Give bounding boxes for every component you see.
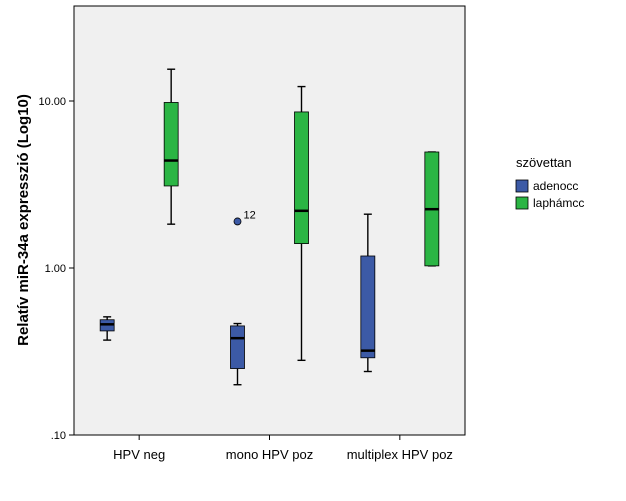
box-iqr — [360, 255, 376, 359]
x-tick-label: HPV neg — [113, 447, 165, 462]
box-adenocc-HPV neg — [99, 316, 115, 341]
x-axis: HPV neg mono HPV poz multiplex HPV poz — [113, 435, 453, 462]
y-axis: .10 1.00 10.00 — [38, 96, 74, 442]
plot-area — [73, 5, 466, 436]
legend-swatch-laphámcc — [515, 196, 529, 210]
outlier-point — [233, 217, 242, 226]
boxes: 12 — [99, 68, 440, 386]
box-laphámcc-HPV neg — [163, 68, 179, 225]
box-adenocc-mono HPV poz — [230, 322, 245, 386]
legend: szövettan adenocc laphámcc — [515, 155, 584, 210]
legend-title: szövettan — [516, 155, 572, 170]
outlier-label: 12 — [244, 209, 256, 221]
y-tick-label: 1.00 — [45, 263, 66, 275]
x-tick-label: multiplex HPV poz — [347, 447, 453, 462]
legend-label: adenocc — [533, 179, 578, 193]
y-axis-label: Relatív miR-34a expresszió (Log10) — [15, 94, 32, 346]
box-iqr — [294, 111, 309, 244]
x-tick-label: mono HPV poz — [226, 447, 313, 462]
y-tick-label: .10 — [51, 430, 66, 442]
box-laphámcc-multiplex HPV poz — [424, 151, 440, 267]
legend-label: laphámcc — [533, 196, 584, 210]
box-laphámcc-mono HPV poz — [294, 85, 309, 362]
box-iqr — [163, 102, 179, 187]
legend-swatch-adenocc — [515, 179, 529, 193]
box-adenocc-multiplex HPV poz — [360, 213, 376, 373]
y-tick-label: 10.00 — [38, 96, 66, 108]
box-iqr — [230, 325, 245, 369]
